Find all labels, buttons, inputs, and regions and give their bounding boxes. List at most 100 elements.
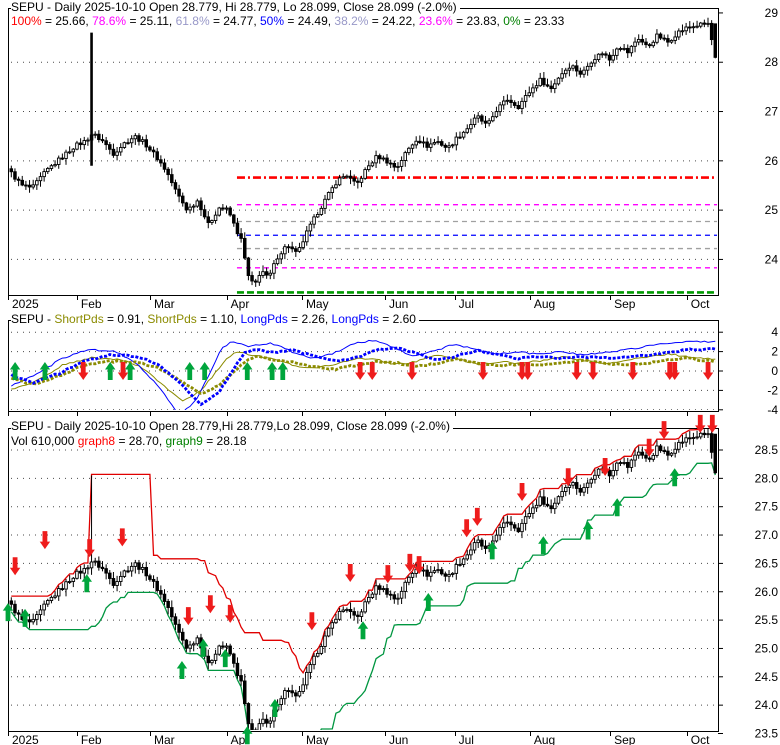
candle-body [556,496,561,504]
candle-body [702,22,707,25]
x-axis-label: Jun [389,297,408,311]
candle-body [42,603,46,611]
candle-body [407,576,411,583]
candle-body [16,612,21,615]
candle-body [239,675,243,682]
candle-body [509,521,513,526]
candle-body [253,280,258,283]
candle-body [294,248,298,252]
candle-body [469,549,473,556]
candle-body [148,146,152,151]
candle-body [644,454,648,459]
candle-body [78,570,83,574]
candle-body [399,160,404,167]
x-axis-label: Feb [81,733,102,745]
candle-body [469,124,473,130]
candle-body [549,85,553,90]
candle-body [560,491,564,498]
candle-body [315,213,320,218]
candle-body [235,222,240,235]
candle-body [232,653,236,664]
candle-body [42,171,46,178]
candle-body [553,83,557,90]
candle-body [604,53,608,56]
y-axis-label: 26 [765,154,779,168]
buy-arrow [19,608,31,627]
price-panel-bottom[interactable]: 28.5 28.0 27.5 27.0 26.5 26.0 25.5 25.0 24.5 24.0… [2,414,779,745]
candle-body [556,77,561,85]
candle-body [82,567,87,574]
fib-retracement-legend: 100% = 25.66, 78.6% = 25.11, 61.8% = 24.… [11,14,568,28]
candle-body [177,623,181,633]
x-axis-label: Feb [81,297,102,311]
candle-body [509,99,513,104]
candle-body [531,507,535,514]
candle-body [542,496,546,505]
candle-body [75,142,79,150]
y-axis-label: 29 [765,6,779,20]
title-segment: LongPds [240,312,288,326]
candle-body [399,590,404,599]
candle-body [334,618,338,624]
buy-arrow [242,726,253,745]
candle-body [108,572,112,579]
candle-body [636,38,641,43]
buy-arrow [9,362,21,380]
x-axis-label: Aug [534,297,555,311]
candle-body [407,147,411,154]
indicator-panel[interactable]: 4 2 0 -2 -4 [8,320,779,417]
price-panel-top[interactable]: 29 28 27 26 25 24 2025 Feb Mar Apr May Jun Jul Aug Sep… [8,6,779,311]
buy-arrow [176,660,188,679]
candle-body [53,164,57,167]
candle-body [589,62,594,67]
sell-arrow [695,414,706,433]
candle-body [301,684,305,692]
candle-body [217,645,221,655]
candle-body [505,99,510,102]
candle-body [246,703,251,725]
candle-body [596,468,601,476]
candle-body [210,220,214,223]
candle-body [563,487,568,492]
candle-body [243,680,247,704]
candle-body [337,610,342,620]
candle-body [538,77,542,87]
candle-body [49,165,54,169]
candle-body [46,168,50,173]
candle-body [421,569,426,572]
candle-body [709,433,714,453]
candle-body [388,162,393,165]
candle-body [571,65,575,69]
candle-body [629,45,634,54]
candle-body [118,147,123,153]
candle-body [38,176,43,182]
candle-body [607,469,612,477]
candle-body [611,54,615,61]
candle-body [159,590,163,595]
title-segment: = 2.60 [378,312,416,326]
candle-body [206,655,211,664]
y-axis-label: 0 [771,364,778,378]
candle-body [680,30,685,33]
title-segment: = 1.10, [196,312,241,326]
buy-arrow [242,362,253,380]
candle-body [104,140,108,146]
candle-body [129,138,134,144]
candle-body [290,246,294,250]
candle-body [644,41,648,46]
candle-body [396,165,400,168]
buy-arrow [357,621,369,640]
candle-body [439,569,444,575]
candle-body [377,155,382,160]
candle-body [677,441,681,450]
candle-body [695,25,699,28]
candle-body [520,100,524,110]
candle-body [180,631,185,641]
candle-body [582,487,586,493]
indicator-line-ShortPds [10,355,716,395]
buy-arrow [199,362,210,380]
candle-body [352,177,356,182]
title-segment: = 25.66, [41,14,93,28]
candle-body [633,41,637,47]
sell-arrow [117,528,128,547]
